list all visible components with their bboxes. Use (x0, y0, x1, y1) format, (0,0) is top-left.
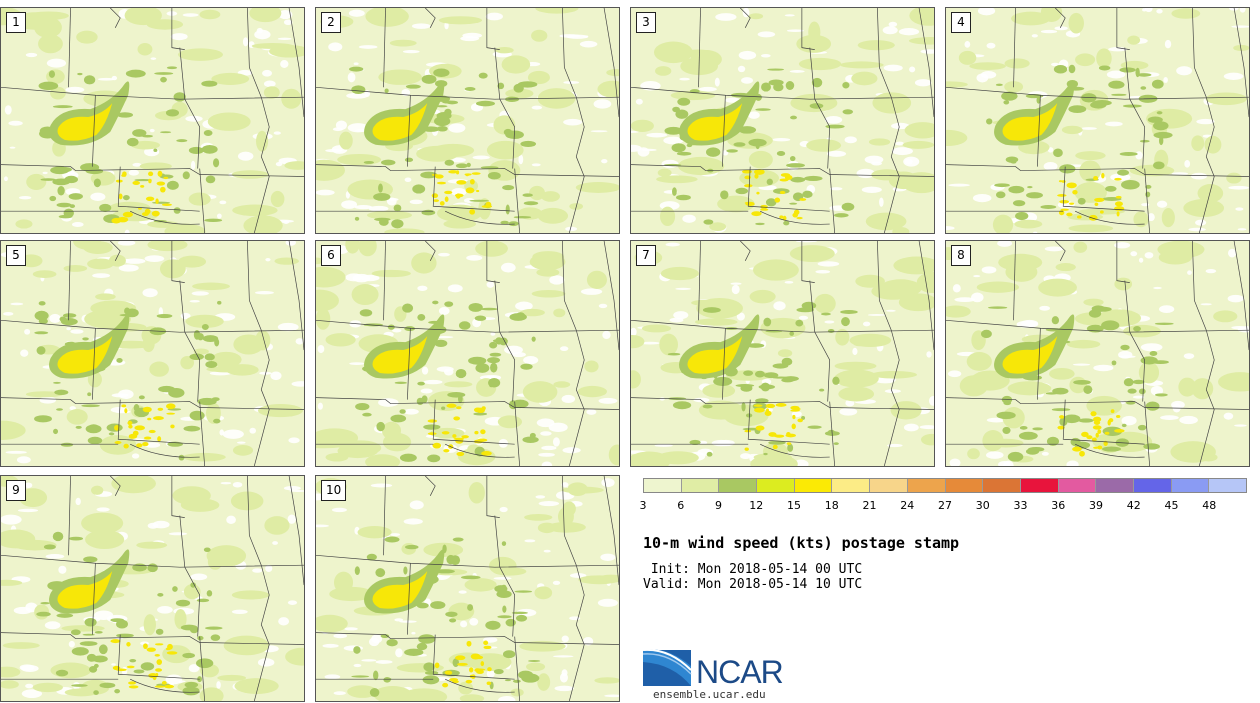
colorbar-swatch (1209, 479, 1246, 492)
postage-stamp-panel[interactable]: 1 (0, 7, 305, 234)
panel-number-label: 10 (321, 480, 347, 501)
postage-stamp-panel[interactable]: 5 (0, 240, 305, 467)
panel-number-label: 6 (321, 245, 341, 266)
wind-speed-map (631, 8, 934, 233)
colorbar-tick-label: 24 (900, 499, 915, 512)
wind-speed-map (631, 241, 934, 466)
postage-stamp-panel[interactable]: 9 (0, 475, 305, 702)
colorbar-swatch (757, 479, 795, 492)
panel-number-label: 4 (951, 12, 971, 33)
colorbar-tick-label: 30 (975, 499, 990, 512)
colorbar-swatch (1171, 479, 1210, 492)
colorbar (643, 478, 1247, 493)
colorbar-tick-label: 6 (677, 499, 685, 512)
colorbar-tick-label: 48 (1202, 499, 1217, 512)
plot-title: 10-m wind speed (kts) postage stamp (643, 534, 960, 552)
panel-number-label: 7 (636, 245, 656, 266)
colorbar-swatch (1020, 479, 1059, 492)
colorbar-swatch (681, 479, 720, 492)
wind-speed-map (316, 476, 619, 701)
colorbar-swatch (794, 479, 833, 492)
colorbar-swatch (1058, 479, 1097, 492)
colorbar-tick-label: 39 (1089, 499, 1103, 512)
colorbar-tick-label: 36 (1051, 499, 1066, 512)
colorbar-tick-label: 27 (938, 499, 952, 512)
postage-stamp-panel[interactable]: 4 (945, 7, 1250, 234)
colorbar-tick-label: 45 (1164, 499, 1179, 512)
colorbar-swatch (870, 479, 908, 492)
wind-speed-map (316, 8, 619, 233)
colorbar-tick-label: 9 (715, 499, 722, 512)
panel-number-label: 1 (6, 12, 26, 33)
colorbar-tick-label: 18 (824, 499, 839, 512)
wind-speed-map (946, 8, 1249, 233)
colorbar-tick-label: 15 (787, 499, 801, 512)
postage-stamp-panel[interactable]: 3 (630, 7, 935, 234)
wind-speed-map (316, 241, 619, 466)
colorbar-tick-label: 12 (749, 499, 764, 512)
colorbar-tick-label: 21 (862, 499, 877, 512)
postage-stamp-panel[interactable]: 2 (315, 7, 620, 234)
ncar-logo: NCAR ensemble.ucar.edu (643, 646, 803, 701)
colorbar-swatch (832, 479, 871, 492)
colorbar-tick-label: 33 (1013, 499, 1028, 512)
panel-number-label: 2 (321, 12, 341, 33)
wind-speed-map (1, 476, 304, 701)
ncar-url: ensemble.ucar.edu (653, 688, 766, 701)
postage-stamp-panel[interactable]: 7 (630, 240, 935, 467)
panel-number-label: 3 (636, 12, 656, 33)
valid-time: Valid: Mon 2018-05-14 10 UTC (643, 577, 863, 592)
postage-stamp-panel[interactable]: 10 (315, 475, 620, 702)
wind-speed-map (1, 241, 304, 466)
colorbar-ticks: 3 6 9 12 15 18 21 24 27 30 33 36 39 42 45 48 (639, 499, 1247, 513)
colorbar-swatch (1133, 479, 1172, 492)
init-time: Init: Mon 2018-05-14 00 UTC (643, 562, 863, 577)
ncar-logo-icon (643, 648, 692, 686)
wind-speed-map (1, 8, 304, 233)
colorbar-swatch (983, 479, 1021, 492)
postage-stamp-panel[interactable]: 8 (945, 240, 1250, 467)
postage-stamp-panel[interactable]: 6 (315, 240, 620, 467)
colorbar-swatch (945, 479, 984, 492)
colorbar-swatch (907, 479, 946, 492)
panel-number-label: 9 (6, 480, 26, 501)
colorbar-tick-label: 3 (639, 499, 647, 512)
colorbar-swatch (1096, 479, 1134, 492)
panel-number-label: 5 (6, 245, 26, 266)
colorbar-swatch (719, 479, 758, 492)
colorbar-tick-label: 42 (1126, 499, 1141, 512)
panel-number-label: 8 (951, 245, 971, 266)
wind-speed-map (946, 241, 1249, 466)
colorbar-swatch (644, 479, 682, 492)
ncar-logo-text: NCAR (696, 654, 784, 690)
